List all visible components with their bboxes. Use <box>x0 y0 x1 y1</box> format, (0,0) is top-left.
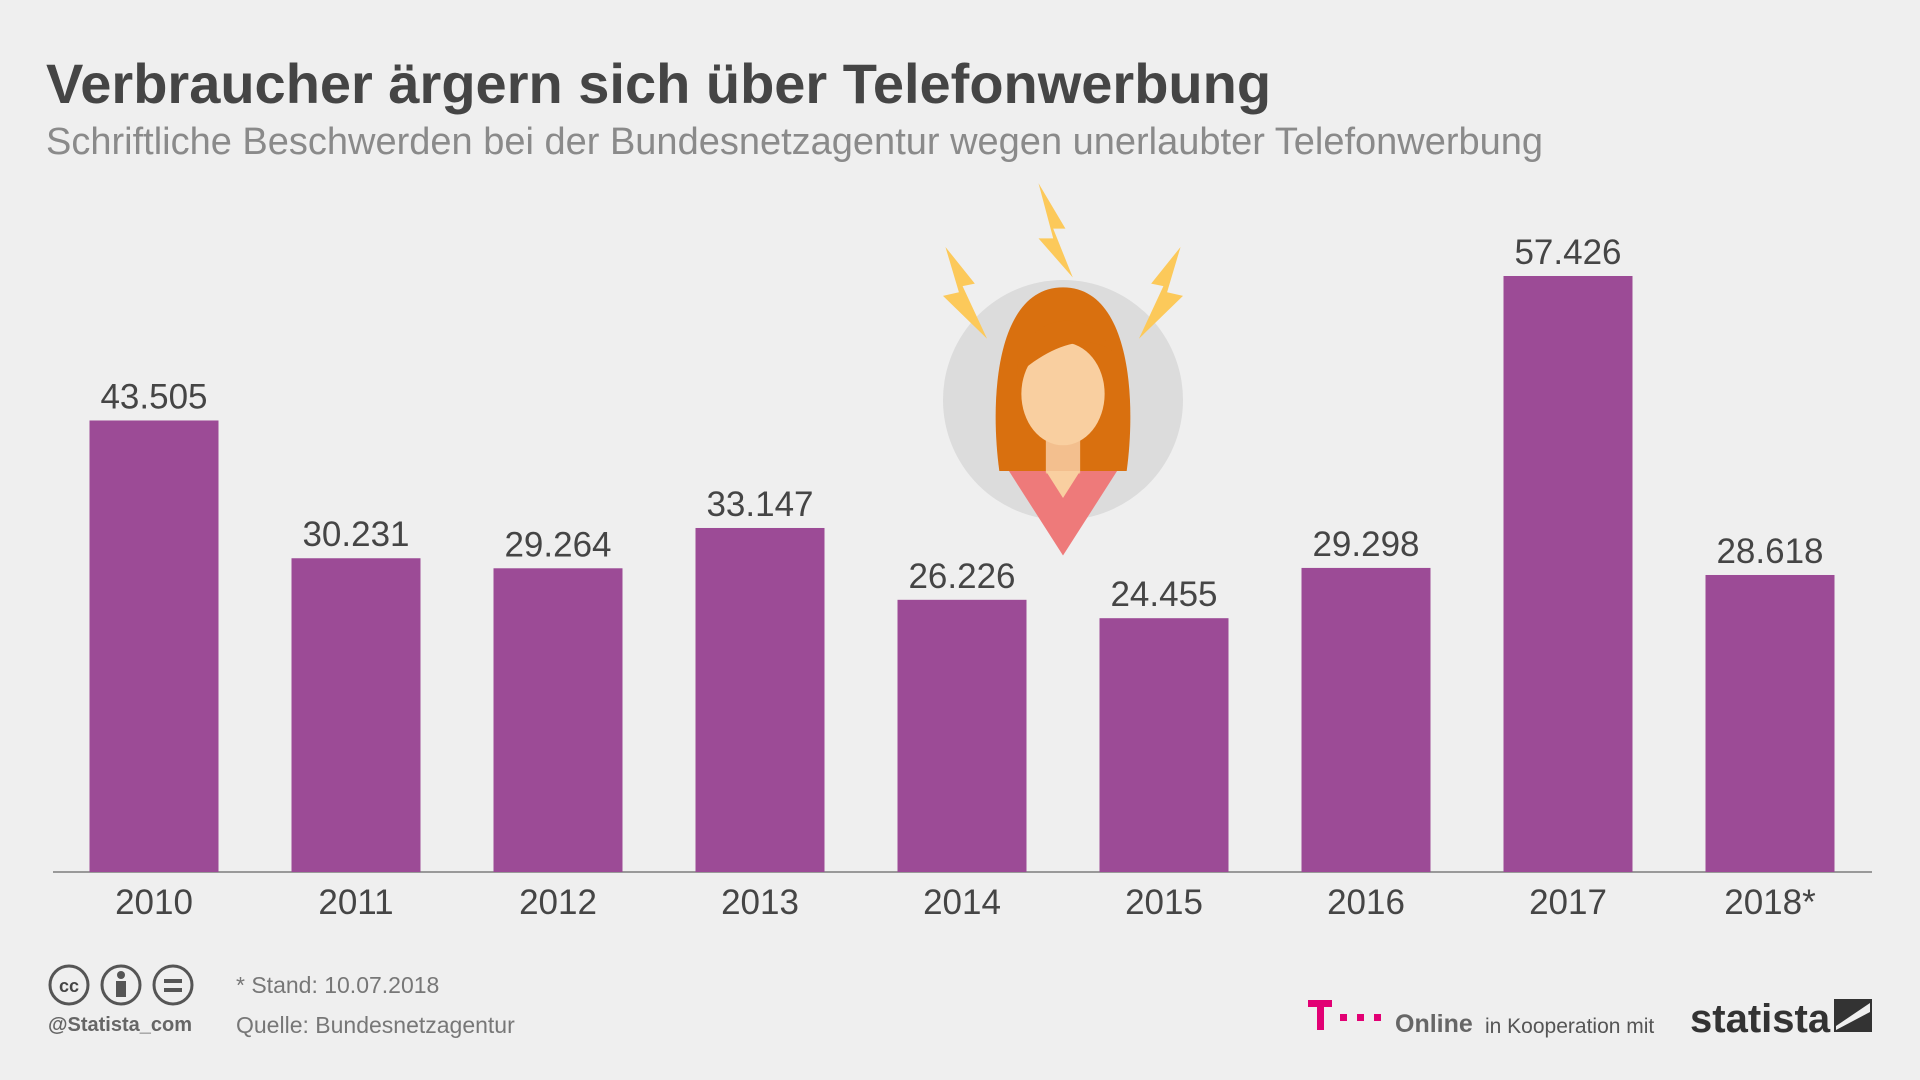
face <box>1021 342 1105 446</box>
bolt <box>1138 246 1184 339</box>
source: Quelle: Bundesnetzagentur <box>236 1012 515 1038</box>
bar <box>1301 567 1431 872</box>
by-icon <box>116 981 126 997</box>
nd-icon <box>164 988 182 992</box>
nd-icon <box>164 979 182 983</box>
telekom-logo <box>1317 1000 1324 1030</box>
cooperation: in Kooperation mit <box>1485 1015 1654 1038</box>
x-tick-label: 2014 <box>923 883 1001 922</box>
x-tick-label: 2018* <box>1724 883 1816 922</box>
footnote: * Stand: 10.07.2018 <box>236 972 439 998</box>
license-circle <box>100 964 142 1006</box>
bar <box>89 420 219 872</box>
handle: @Statista_com <box>48 1014 192 1036</box>
bolt <box>942 246 988 339</box>
telekom-logo <box>1340 1014 1347 1021</box>
illustration <box>942 183 1184 556</box>
chart-title: Verbraucher ärgern sich über Telefonwerb… <box>46 52 1271 115</box>
value-label: 43.505 <box>100 377 207 416</box>
x-tick-label: 2012 <box>519 883 597 922</box>
bar <box>291 558 421 872</box>
value-label: 28.618 <box>1716 532 1823 571</box>
bar <box>1705 574 1835 872</box>
value-label: 26.226 <box>908 557 1015 596</box>
bar <box>1099 618 1229 872</box>
value-label: 30.231 <box>302 515 409 554</box>
neckline <box>1045 471 1081 498</box>
x-tick-label: 2016 <box>1327 883 1405 922</box>
value-label: 29.298 <box>1312 525 1419 564</box>
value-label: 24.455 <box>1110 575 1217 614</box>
footer: cc @Statista_com * Stand: 10.07.2018 Que… <box>48 964 1872 1041</box>
partner: Online <box>1395 1010 1473 1038</box>
shirt <box>1004 463 1122 556</box>
by-icon <box>117 971 125 979</box>
license-circle <box>152 964 194 1006</box>
bar <box>1503 276 1633 872</box>
bar <box>493 568 623 872</box>
x-tick-label: 2011 <box>318 883 393 922</box>
brand: statista <box>1690 997 1831 1041</box>
bar <box>695 527 825 872</box>
fringe <box>1016 320 1112 376</box>
license-icon: cc <box>59 976 79 996</box>
x-tick-label: 2013 <box>721 883 799 922</box>
x-tick-label: 2010 <box>115 883 193 922</box>
bolt <box>1038 183 1073 278</box>
value-label: 57.426 <box>1514 233 1621 272</box>
license-circle <box>48 964 90 1006</box>
x-tick-label: 2017 <box>1529 883 1607 922</box>
telekom-logo <box>1357 1014 1364 1021</box>
value-label: 33.147 <box>706 485 813 524</box>
brand-logo <box>1836 1003 1870 1030</box>
bar <box>897 599 1027 872</box>
value-label: 29.264 <box>504 525 611 564</box>
x-tick-label: 2015 <box>1125 883 1203 922</box>
chart-subtitle: Schriftliche Beschwerden bei der Bundesn… <box>46 121 1543 163</box>
telekom-logo <box>1374 1014 1381 1021</box>
